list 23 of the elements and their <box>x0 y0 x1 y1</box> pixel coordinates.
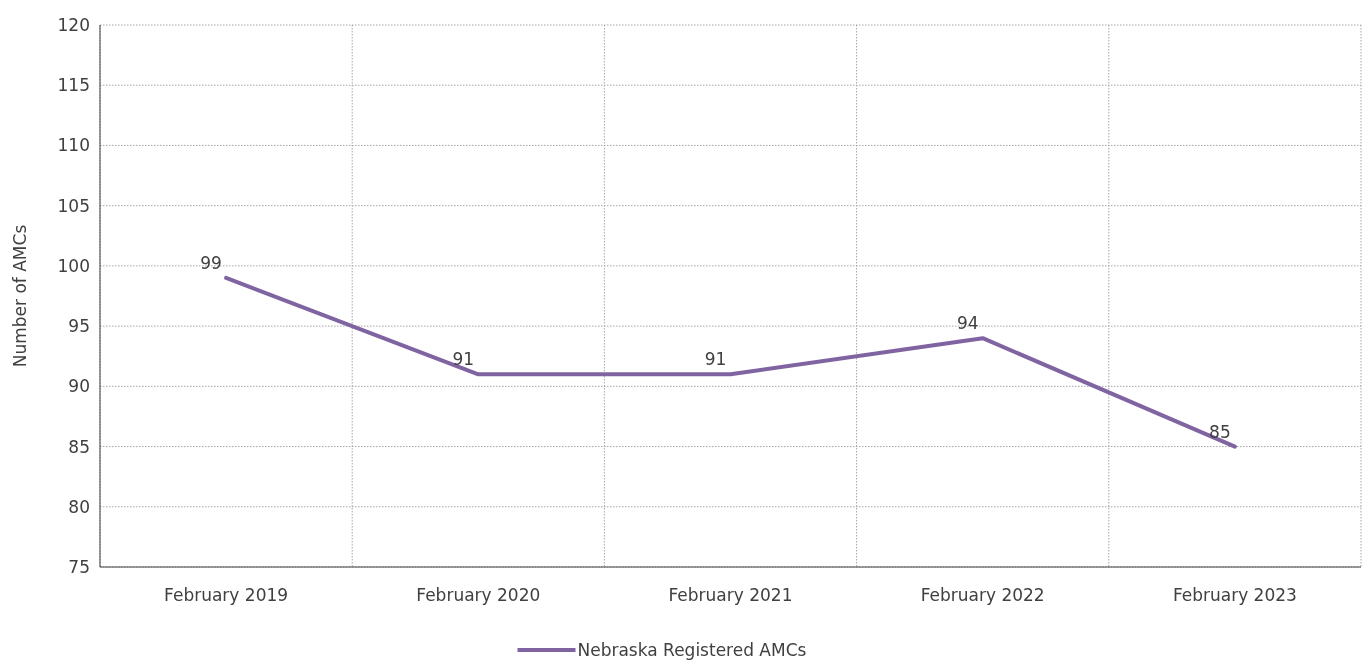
y-tick-label: 95 <box>68 316 90 337</box>
x-tick-label: February 2021 <box>668 585 793 605</box>
data-label: 91 <box>704 349 727 370</box>
y-tick-label: 80 <box>68 496 90 517</box>
y-tick-label: 100 <box>57 255 90 276</box>
line-series <box>224 275 1237 449</box>
x-tick-label: February 2022 <box>920 585 1045 605</box>
y-tick-label: 120 <box>57 14 90 35</box>
x-tick-label: February 2023 <box>1172 585 1297 605</box>
y-tick-label: 105 <box>57 195 90 216</box>
y-tick-label: 110 <box>57 135 90 156</box>
y-axis-title: Number of AMCs <box>10 224 30 368</box>
x-tick-label: February 2020 <box>416 585 541 605</box>
data-label: 94 <box>956 313 979 334</box>
y-tick-label: 85 <box>68 436 90 457</box>
data-label: 91 <box>452 349 475 370</box>
x-tick-label: February 2019 <box>164 585 289 605</box>
y-tick-label: 90 <box>68 376 90 397</box>
data-label: 85 <box>1209 421 1231 442</box>
legend-label: Nebraska Registered AMCs <box>577 640 807 660</box>
data-label: 99 <box>200 252 222 273</box>
y-tick-label: 115 <box>57 75 90 96</box>
y-tick-label: 75 <box>68 556 90 577</box>
